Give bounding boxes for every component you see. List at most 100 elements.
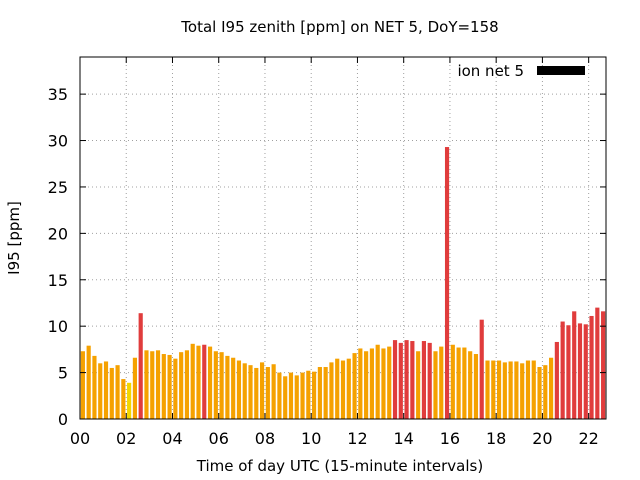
bar [254, 367, 259, 419]
bar [335, 358, 340, 419]
x-tick-label: 16 [440, 429, 460, 448]
bar [340, 360, 346, 419]
bar [329, 362, 334, 419]
bar [416, 351, 421, 419]
bar [531, 360, 536, 419]
bar [248, 365, 253, 419]
y-tick-label: 15 [48, 271, 68, 290]
y-tick-label: 10 [48, 317, 68, 336]
bar [173, 358, 178, 419]
bar [98, 363, 103, 419]
bar [306, 370, 311, 419]
y-tick-label: 5 [58, 364, 68, 383]
bar [352, 353, 357, 419]
bar [138, 313, 143, 419]
bar [300, 372, 305, 419]
bar [109, 367, 114, 419]
bar [433, 351, 438, 419]
x-tick-label: 04 [162, 429, 182, 448]
bar [410, 341, 415, 419]
x-axis-title: Time of day UTC (15-minute intervals) [196, 457, 483, 475]
bar [456, 347, 461, 419]
bar [323, 367, 328, 419]
bar [404, 340, 409, 419]
bar [121, 379, 126, 419]
bar [549, 357, 554, 419]
bar [502, 362, 507, 419]
bars-layer [80, 147, 606, 420]
bar [375, 344, 380, 419]
y-tick-label: 0 [58, 410, 68, 429]
bar [115, 365, 120, 419]
bar [294, 375, 299, 419]
bar [444, 147, 450, 420]
bar [572, 311, 577, 419]
bar [236, 360, 242, 419]
bar [589, 315, 594, 419]
bar [86, 345, 91, 419]
bar [595, 307, 600, 419]
bar [496, 360, 502, 419]
y-tick-label: 25 [48, 178, 68, 197]
legend: ion net 5 [457, 62, 585, 80]
bar [271, 364, 276, 419]
bar [312, 371, 317, 419]
x-tick-label: 10 [301, 429, 321, 448]
bar [213, 351, 218, 419]
bar [462, 347, 467, 419]
x-tick-label: 20 [532, 429, 552, 448]
chart-title: Total I95 zenith [ppm] on NET 5, DoY=158 [180, 18, 498, 36]
bar [127, 382, 132, 419]
bar [537, 367, 542, 419]
bar [577, 323, 583, 419]
bar [150, 351, 155, 419]
legend-swatch [537, 66, 585, 75]
bar [184, 350, 190, 419]
bar [358, 348, 363, 419]
bar [132, 357, 137, 419]
bar [161, 354, 166, 419]
bar [219, 352, 224, 419]
y-axis-title: I95 [ppm] [5, 201, 23, 275]
bar [554, 341, 559, 419]
bar [369, 348, 374, 419]
x-tick-label: 14 [394, 429, 414, 448]
plot-frame [79, 56, 607, 420]
bar [179, 352, 184, 419]
bar [364, 351, 369, 419]
ticks-layer: 0 5 10 15 20 25 30 35 00 02 04 06 08 10 12 14 16 18 20 22 [48, 57, 606, 448]
bar [560, 321, 565, 419]
bar [144, 350, 149, 419]
bar [525, 360, 531, 419]
bar [265, 367, 270, 419]
bar [479, 319, 484, 419]
bar [427, 342, 432, 419]
grid-layer [80, 57, 606, 419]
bar [543, 365, 548, 419]
bar [155, 350, 161, 419]
bar [473, 354, 479, 419]
bar [387, 346, 392, 419]
bar [167, 354, 172, 419]
bar [207, 346, 213, 419]
x-tick-label: 00 [70, 429, 90, 448]
bar [277, 372, 282, 419]
bar [392, 340, 398, 419]
bar [381, 348, 386, 419]
bar [485, 360, 490, 419]
bar [514, 361, 519, 419]
bar [283, 376, 288, 419]
legend-label: ion net 5 [457, 62, 524, 80]
x-tick-label: 12 [347, 429, 367, 448]
y-tick-label: 20 [48, 224, 68, 243]
x-tick-label: 22 [578, 429, 598, 448]
bar [566, 325, 571, 419]
x-tick-label: 08 [255, 429, 275, 448]
bar [196, 345, 201, 419]
bar [80, 351, 85, 419]
bar [242, 363, 247, 419]
bar [439, 346, 444, 419]
bar [190, 343, 195, 419]
bar [231, 357, 236, 419]
